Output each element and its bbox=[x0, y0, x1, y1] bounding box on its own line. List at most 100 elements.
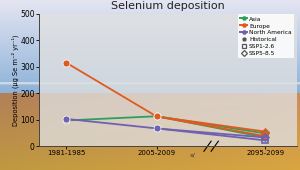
Bar bbox=[0, 83, 300, 85]
Bar bbox=[0, 83, 300, 84]
Bar bbox=[0, 83, 300, 85]
Bar bbox=[0, 83, 300, 85]
Bar bbox=[0, 83, 300, 84]
Bar bbox=[0, 83, 300, 85]
Bar bbox=[0, 83, 300, 85]
Bar bbox=[0, 83, 300, 85]
Bar bbox=[0, 83, 300, 85]
Bar bbox=[0, 83, 300, 85]
Bar bbox=[0, 83, 300, 85]
Bar bbox=[0, 83, 300, 84]
Bar bbox=[0, 83, 300, 85]
Bar bbox=[0, 83, 300, 84]
Bar bbox=[0, 83, 300, 85]
Bar bbox=[0, 83, 300, 85]
Bar bbox=[0, 83, 300, 85]
Bar bbox=[0, 83, 300, 85]
Bar bbox=[0, 82, 300, 84]
Bar bbox=[0, 83, 300, 84]
Bar bbox=[0, 83, 300, 85]
Bar bbox=[0, 83, 300, 84]
Bar bbox=[0, 83, 300, 85]
Bar bbox=[0, 83, 300, 84]
Bar bbox=[0, 83, 300, 84]
Bar bbox=[0, 83, 300, 84]
Bar bbox=[0, 83, 300, 85]
Bar bbox=[0, 83, 300, 85]
Bar bbox=[0, 83, 300, 85]
Bar bbox=[0, 83, 300, 85]
Bar bbox=[0, 82, 300, 84]
Bar bbox=[0, 83, 300, 84]
Bar bbox=[0, 83, 300, 84]
Bar bbox=[0, 83, 300, 84]
Bar bbox=[0, 83, 300, 84]
Bar bbox=[0, 83, 300, 85]
Bar bbox=[0, 83, 300, 84]
Bar bbox=[0, 83, 300, 85]
Bar bbox=[0, 83, 300, 85]
Bar bbox=[0, 83, 300, 85]
Bar bbox=[0, 83, 300, 85]
Bar bbox=[0, 83, 300, 84]
Bar bbox=[0, 83, 300, 84]
Bar bbox=[0, 83, 300, 85]
Bar bbox=[0, 83, 300, 84]
Bar bbox=[0, 83, 300, 85]
Bar bbox=[0, 83, 300, 85]
Bar bbox=[0, 82, 300, 84]
Bar bbox=[0, 83, 300, 84]
Bar bbox=[0, 83, 300, 84]
Title: Selenium deposition: Selenium deposition bbox=[111, 1, 225, 11]
Text: x/: x/ bbox=[190, 152, 196, 157]
Bar bbox=[0, 83, 300, 84]
Bar bbox=[0, 83, 300, 85]
Bar bbox=[0, 83, 300, 84]
Bar bbox=[0, 83, 300, 85]
Bar bbox=[0, 83, 300, 85]
Y-axis label: Deposition (µg Se m⁻² yr⁻¹): Deposition (µg Se m⁻² yr⁻¹) bbox=[11, 34, 19, 126]
Bar bbox=[0, 83, 300, 85]
Bar bbox=[0, 83, 300, 84]
Legend: Asia, Europe, North America, Historical, SSP1-2.6, SSP5-8.5: Asia, Europe, North America, Historical,… bbox=[238, 14, 294, 58]
Bar bbox=[0, 83, 300, 84]
Bar bbox=[0, 83, 300, 84]
Bar bbox=[0, 83, 300, 84]
Bar bbox=[0, 83, 300, 85]
Bar bbox=[0, 83, 300, 85]
Bar bbox=[0, 83, 300, 84]
Bar bbox=[0, 83, 300, 85]
Bar bbox=[0, 83, 300, 85]
Bar bbox=[0, 82, 300, 84]
Bar bbox=[0, 83, 300, 84]
Bar bbox=[0, 83, 300, 84]
Bar bbox=[0, 83, 300, 85]
Bar bbox=[0, 83, 300, 85]
Bar bbox=[0, 82, 300, 84]
Bar bbox=[0, 83, 300, 84]
Bar bbox=[0, 83, 300, 85]
Bar bbox=[0, 82, 300, 84]
Bar bbox=[0, 83, 300, 84]
Bar bbox=[0, 83, 300, 85]
Bar bbox=[0, 83, 300, 84]
Bar bbox=[0, 83, 300, 84]
Bar bbox=[0, 83, 300, 84]
Bar bbox=[0, 83, 300, 84]
Bar bbox=[0, 83, 300, 84]
Bar bbox=[0, 83, 300, 85]
Bar bbox=[0, 83, 300, 84]
Bar bbox=[0, 83, 300, 85]
Bar bbox=[0, 82, 300, 84]
Bar bbox=[0, 83, 300, 85]
Bar bbox=[0, 83, 300, 85]
Bar bbox=[0, 83, 300, 84]
Bar bbox=[0, 83, 300, 84]
Bar bbox=[0, 83, 300, 85]
Bar bbox=[0, 83, 300, 85]
Bar bbox=[0, 83, 300, 84]
Bar bbox=[0, 83, 300, 85]
Bar bbox=[0, 82, 300, 84]
Bar bbox=[0, 83, 300, 84]
Bar bbox=[0, 83, 300, 85]
